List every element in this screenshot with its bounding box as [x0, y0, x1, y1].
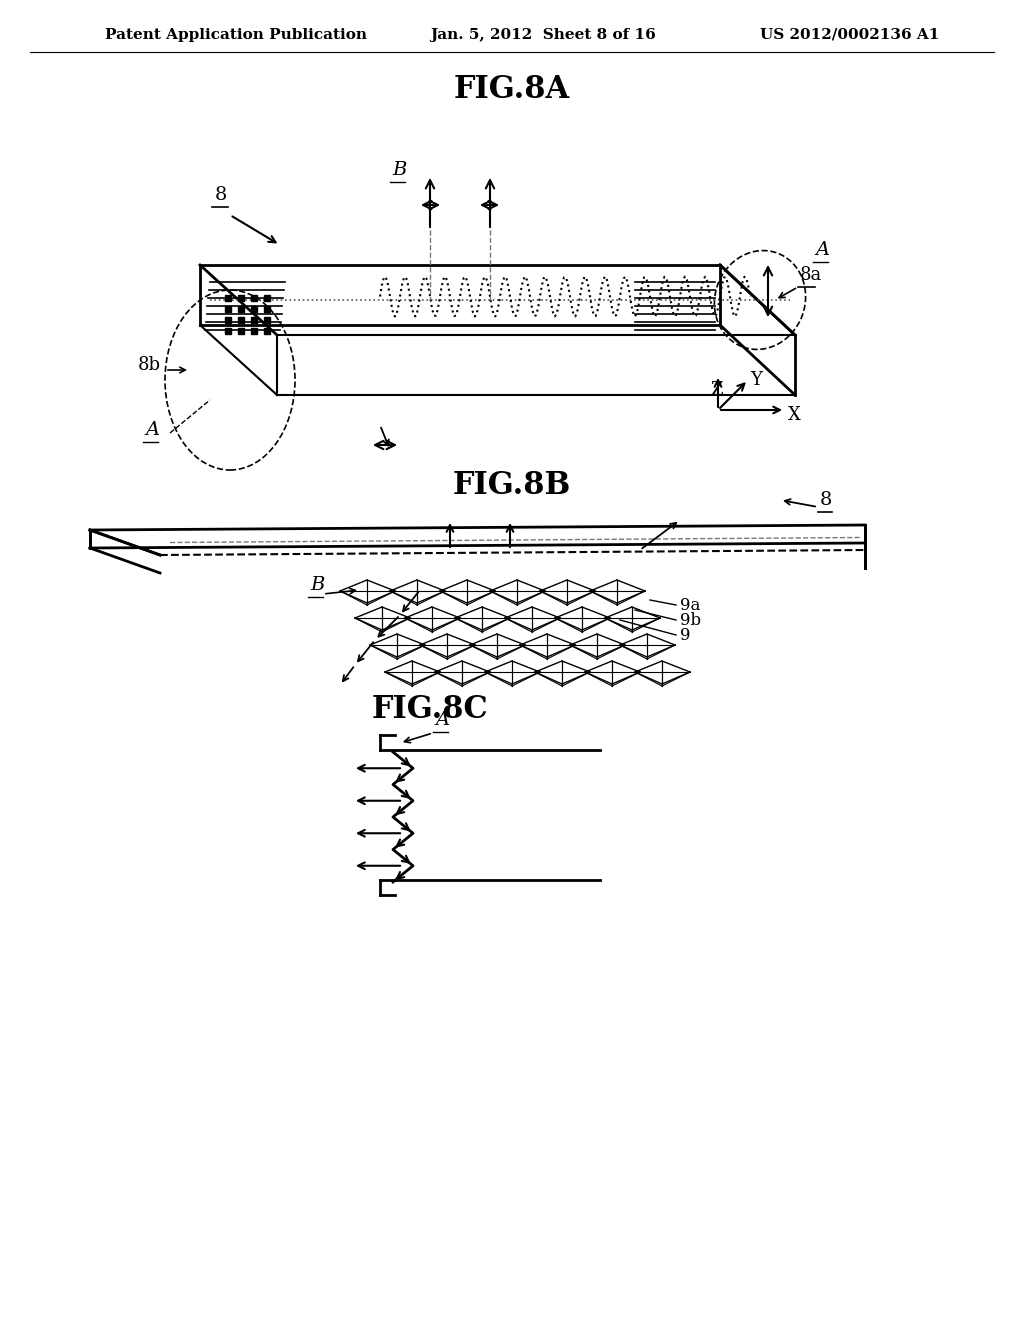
Text: X: X [788, 407, 801, 424]
Text: B: B [392, 161, 407, 180]
Text: 9b: 9b [680, 612, 701, 630]
Text: Y: Y [750, 371, 762, 389]
Text: Jan. 5, 2012  Sheet 8 of 16: Jan. 5, 2012 Sheet 8 of 16 [430, 28, 655, 42]
Text: FIG.8C: FIG.8C [372, 694, 488, 726]
Text: A: A [435, 711, 450, 729]
Text: A: A [145, 421, 159, 440]
Text: Z: Z [710, 381, 723, 399]
Text: 8: 8 [820, 491, 833, 510]
Text: 9a: 9a [680, 597, 700, 614]
Text: 8: 8 [215, 186, 227, 205]
Text: 9: 9 [680, 627, 690, 644]
Text: FIG.8A: FIG.8A [454, 74, 570, 106]
Text: A: A [815, 242, 829, 259]
Text: US 2012/0002136 A1: US 2012/0002136 A1 [760, 28, 939, 42]
Text: FIG.8B: FIG.8B [453, 470, 571, 500]
Text: B: B [310, 576, 325, 594]
Text: 8a: 8a [800, 267, 822, 284]
Text: Patent Application Publication: Patent Application Publication [105, 28, 367, 42]
Text: 8b: 8b [138, 356, 161, 374]
